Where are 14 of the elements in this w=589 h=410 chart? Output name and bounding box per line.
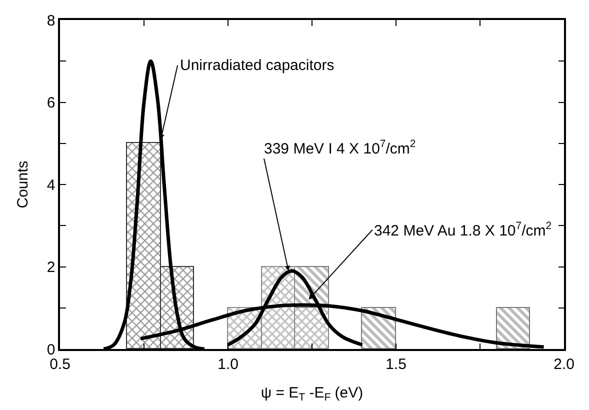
y-tick-label: 2 [46,259,56,276]
x-tick-label: 1.5 [386,356,406,373]
x-tick-label: 1.0 [218,356,238,373]
y-tick-label: 0 [46,341,56,358]
annotation: 342 MeV Au 1.8 X 10$^{7}$/cm$^{2}$ [374,220,552,240]
y-tick-label: 6 [46,94,56,112]
y-axis-title: Counts [14,160,32,208]
x-axis-title: ψ = E$_{T}$ -E$_{F}$ (eV) [260,384,364,404]
x-tick-label: 0.5 [50,356,70,373]
annotation: Unirradiated capacitors [180,57,334,74]
y-tick-label: 4 [46,176,56,194]
x-tick-label: 2.0 [554,356,574,373]
y-tick-label: 8 [46,12,56,30]
annotation: 339 MeV I 4 X 10$^{7}$/cm$^{2}$ [264,138,416,158]
